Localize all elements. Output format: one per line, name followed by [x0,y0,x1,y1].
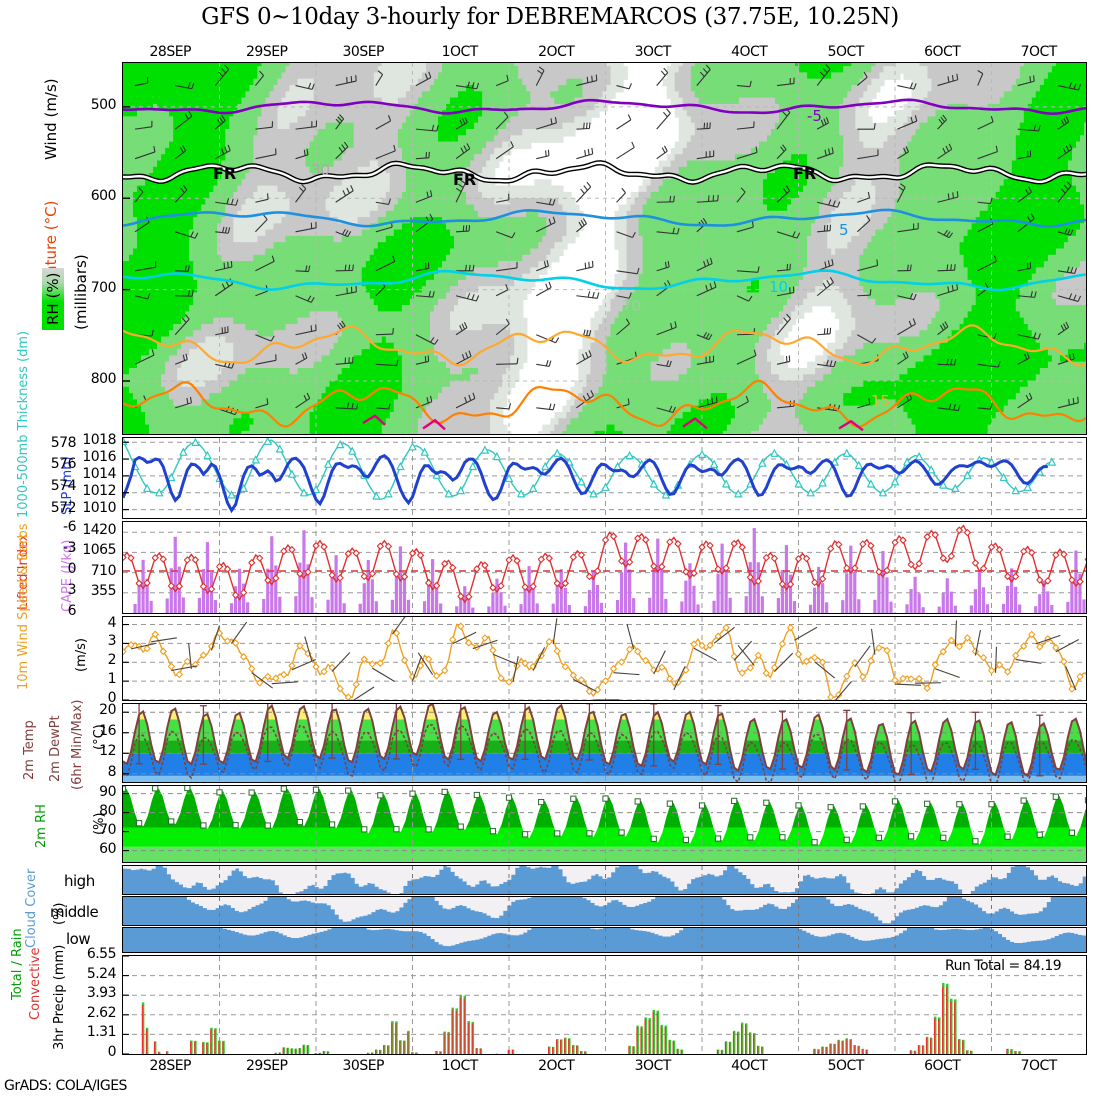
tick-wind10m-1: 1 [107,671,117,688]
tick-thickness-578: 578 [50,434,77,451]
date-label-5oct: 5OCT [827,1058,865,1074]
tick-temp2m-12: 12 [99,743,116,760]
date-label-29sep: 29SEP [246,44,288,60]
axis-label-upper-pressure: (millibars) [72,254,90,330]
axis-label-wind10m: 10m Wind Speed & Barbs [16,523,31,690]
date-label-4oct: 4OCT [731,44,768,60]
panel-cloud-middle[interactable] [122,896,1087,926]
panel-2m-rh[interactable] [122,785,1087,863]
date-label-3oct: 3OCT [634,44,672,60]
tick-li-3: 3 [67,582,77,598]
date-label-1oct: 1OCT [441,44,479,60]
panel-cloud-high[interactable] [122,865,1087,895]
panel-slp-thickness[interactable] [122,437,1087,519]
axis-label-temp2m: 2m Temp [22,720,37,780]
tick-precip-3-93: 3.93 [86,985,117,1002]
run-total-label: Run Total = 84.19 [945,958,1062,974]
tick-slp-1018: 1018 [82,432,116,449]
panel-precip[interactable] [122,955,1087,1055]
tick-slp-1016: 1016 [82,449,116,466]
axis-label-cloud: Cloud Cover [24,868,39,948]
date-label-30sep: 30SEP [342,1058,385,1074]
axis-label-rh2m: 2m RH [34,804,49,848]
tick-thickness-574: 574 [50,478,77,495]
tick-wind10m-2: 2 [107,652,117,669]
tick-slp-1010: 1010 [82,499,116,516]
rh-legend-swatch: RH (%) [42,267,64,330]
tick-cape-355: 355 [90,582,117,599]
date-label-29sep: 29SEP [246,1058,288,1074]
footer-credit: GrADS: COLA/IGES [4,1078,127,1094]
tick-temp2m-16: 16 [99,722,116,739]
date-label-3oct: 3OCT [634,1058,672,1074]
date-label-2oct: 2OCT [538,44,575,60]
tick-cape-1420: 1420 [82,522,116,539]
panel-cape-lifted-index[interactable] [122,521,1087,614]
tick-cape-1065: 1065 [82,542,116,559]
cloud-row-label-middle: middle [50,903,99,921]
date-label-30sep: 30SEP [342,44,385,60]
tick-slp-1014: 1014 [82,465,116,482]
tick-li--6: -6 [63,519,76,535]
tick-wind10m-4: 4 [107,614,117,631]
axis-label-thickness: 1000-500mb Thickness (dm) [16,330,31,518]
axis-label-minmax: (6hr Min/Max) [70,699,85,790]
date-label-7oct: 7OCT [1020,44,1058,60]
tick-rh2m-90: 90 [99,783,116,800]
date-label-4oct: 4OCT [731,1058,768,1074]
date-label-6oct: 6OCT [924,44,961,60]
tick-slp-1012: 1012 [82,482,116,499]
axis-label-dewpt2m: 2m DewPt [48,715,63,782]
tick-upper-700: 700 [90,279,117,296]
date-label-2oct: 2OCT [538,1058,575,1074]
date-label-28sep: 28SEP [149,44,192,60]
tick-cape-710: 710 [90,562,117,579]
tick-li-0: 0 [67,561,77,577]
tick-rh2m-70: 70 [99,821,116,838]
tick-wind10m-0: 0 [107,690,117,706]
tick-wind10m-3: 3 [107,633,117,650]
axis-label-upper-wind: Wind (m/s) [42,78,60,160]
panel-2m-temp[interactable] [122,703,1087,783]
cloud-row-label-high: high [64,872,95,890]
page-title: GFS 0~10day 3-hourly for DEBREMARCOS (37… [201,4,899,30]
date-label-1oct: 1OCT [441,1058,479,1074]
tick-precip-5-24: 5.24 [86,965,117,982]
axis-label-precip: 3hr Precip (mm) [52,944,67,1050]
tick-precip-6-55: 6.55 [86,946,117,962]
tick-precip-2-62: 2.62 [86,1004,117,1021]
tick-li--3: -3 [63,540,76,556]
tick-thickness-572: 572 [50,500,77,517]
date-label-7oct: 7OCT [1020,1058,1058,1074]
date-label-28sep: 28SEP [149,1058,192,1074]
cloud-row-label-low: low [66,930,91,948]
rh-swatch: RH (%) [42,267,64,330]
tick-temp2m-8: 8 [107,763,117,780]
tick-rh2m-80: 80 [99,802,116,819]
tick-rh2m-60: 60 [99,840,116,857]
panel-10m-wind[interactable] [122,616,1087,701]
tick-thickness-576: 576 [50,456,77,473]
tick-upper-800: 800 [90,371,117,387]
date-label-5oct: 5OCT [827,44,865,60]
tick-upper-500: 500 [90,96,117,113]
tick-temp2m-20: 20 [99,702,116,719]
date-label-6oct: 6OCT [924,1058,961,1074]
tick-precip-1-31: 1.31 [86,1024,117,1041]
tick-upper-600: 600 [90,188,117,205]
panel-cloud-low[interactable] [122,927,1087,953]
panel-upper-air[interactable]: FR FR FR 30 -5 5 10 15 70 [122,62,1087,435]
axis-label-wind10m-units: (m/s) [74,638,89,672]
axis-label-precip-conv: Convective [28,947,43,1020]
tick-li-6: 6 [67,603,77,619]
tick-precip-0: 0 [107,1044,117,1060]
axis-label-precip-total: Total / Rain [10,928,25,1000]
